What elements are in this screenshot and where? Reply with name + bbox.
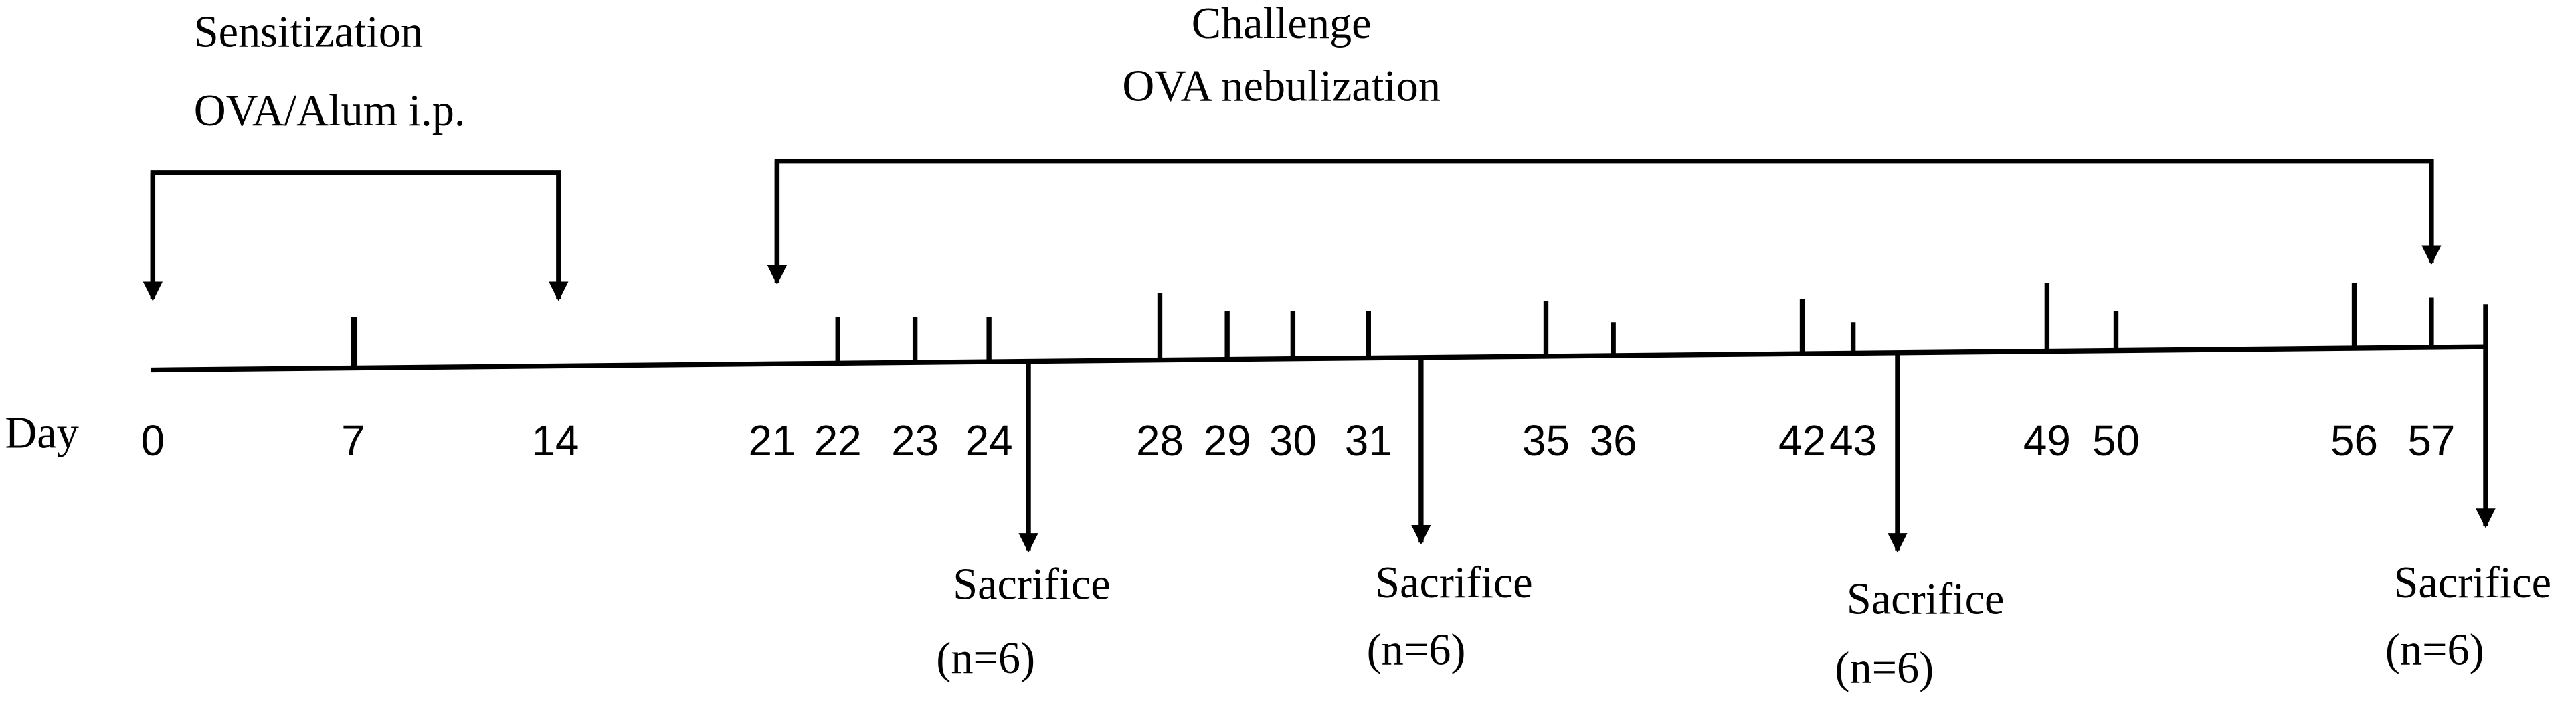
day-label: 7: [341, 416, 365, 465]
day-label: 31: [1345, 416, 1392, 465]
sensitization-bracket: [150, 170, 569, 301]
day-label: 30: [1269, 416, 1317, 465]
timeline-axis: [151, 344, 2488, 373]
day-label: 50: [2092, 416, 2140, 465]
challenge-title: Challenge: [1192, 0, 1372, 48]
day-label: 57: [2407, 416, 2455, 465]
timeline-content: 0 7 14 21 22 23 24 28 29 30 31 35 36 42 43 49 50 56 57 Sacr…: [141, 283, 2552, 693]
day-label: 0: [141, 416, 165, 465]
day-label: 22: [814, 416, 862, 465]
challenge-bracket: [774, 158, 2442, 280]
day-label: 21: [749, 416, 796, 465]
challenge-subtitle: OVA nebulization: [1122, 62, 1441, 110]
day-label: 43: [1829, 416, 1877, 465]
sacrifice-count: (n=6): [1367, 625, 1466, 674]
day-label: 49: [2023, 416, 2071, 465]
sacrifice-label: Sacrifice: [1375, 558, 1533, 607]
sacrifice-label: Sacrifice: [953, 560, 1111, 609]
day-label: 36: [1590, 416, 1637, 465]
sacrifice-count: (n=6): [1835, 644, 1934, 693]
day-label: 42: [1778, 416, 1826, 465]
day-label: 23: [891, 416, 939, 465]
sensitization-title: Sensitization: [194, 7, 423, 56]
sensitization-subtitle: OVA/Alum i.p.: [194, 86, 466, 135]
sacrifice-label: Sacrifice: [2394, 558, 2552, 607]
sacrifice-label: Sacrifice: [1847, 574, 2005, 623]
day-label: 24: [965, 416, 1013, 465]
sacrifice-count: (n=6): [936, 634, 1035, 683]
day-label: 35: [1522, 416, 1570, 465]
day-label: 28: [1136, 416, 1184, 465]
sacrifice-count: (n=6): [2385, 625, 2484, 674]
day-label: 14: [531, 416, 579, 465]
axis-label: Day: [5, 408, 78, 457]
day-label: 56: [2330, 416, 2378, 465]
day-label: 29: [1204, 416, 1251, 465]
